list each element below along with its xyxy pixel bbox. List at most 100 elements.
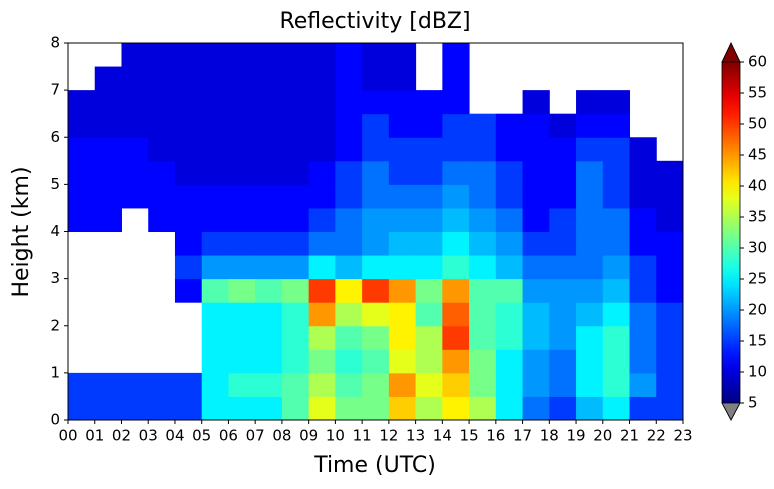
heatmap-cell [442, 255, 470, 280]
heatmap-cell [415, 372, 443, 397]
x-tick-label: 19 [566, 427, 585, 445]
heatmap-cell [148, 372, 176, 397]
heatmap-cell [148, 43, 176, 68]
heatmap-cell [602, 113, 631, 138]
heatmap-cell [228, 90, 256, 115]
heatmap-cell [362, 137, 390, 162]
x-axis-label: Time (UTC) [313, 453, 436, 478]
heatmap-cell [576, 372, 604, 397]
heatmap-cell [602, 231, 631, 256]
heatmap-cell [602, 90, 631, 115]
x-tick-label: 02 [112, 427, 131, 445]
heatmap-cell [629, 396, 657, 421]
heatmap-cell [255, 66, 283, 91]
heatmap-cell [201, 349, 229, 374]
heatmap-cell [442, 372, 470, 397]
heatmap-cell [308, 396, 336, 421]
heatmap-cell [121, 160, 149, 185]
heatmap-cell [495, 184, 524, 209]
heatmap-cell [362, 325, 390, 350]
heatmap-cell [68, 372, 96, 397]
heatmap-cell [469, 372, 497, 397]
heatmap-cell [442, 137, 470, 162]
heatmap-cell [255, 43, 283, 68]
heatmap-cell [308, 278, 336, 303]
heatmap-cell [255, 349, 283, 374]
heatmap-cell [495, 255, 524, 280]
heatmap-cell [388, 137, 417, 162]
heatmap-cell [255, 160, 283, 185]
heatmap-cell [228, 372, 256, 397]
heatmap-cell [94, 66, 122, 91]
heatmap-cell [255, 396, 283, 421]
heatmap-cell [174, 255, 203, 280]
heatmap-cell [94, 184, 122, 209]
heatmap-cell [94, 160, 122, 185]
heatmap-cell [388, 66, 417, 91]
heatmap-cell [121, 184, 149, 209]
heatmap-cell [281, 137, 310, 162]
heatmap-cell [549, 184, 577, 209]
colorbar-tick-label: 55 [748, 84, 767, 102]
heatmap-cell [469, 302, 497, 327]
heatmap-cell [255, 137, 283, 162]
heatmap-cell [201, 278, 229, 303]
heatmap-cell [495, 349, 524, 374]
heatmap-cell [602, 396, 631, 421]
heatmap-cell [255, 302, 283, 327]
heatmap-cell [656, 160, 684, 185]
heatmap-cell [549, 372, 577, 397]
y-axis-label: Height (km) [9, 166, 34, 297]
heatmap-cell [174, 90, 203, 115]
heatmap-cell [602, 137, 631, 162]
heatmap-cell [308, 113, 336, 138]
heatmap-cell [308, 137, 336, 162]
x-tick-label: 03 [139, 427, 158, 445]
heatmap-cell [415, 160, 443, 185]
heatmap-cell [442, 160, 470, 185]
heatmap-cell [335, 66, 363, 91]
heatmap-cell [255, 231, 283, 256]
heatmap-cell [362, 207, 390, 232]
heatmap-cell [629, 372, 657, 397]
heatmap-cell [308, 43, 336, 68]
heatmap-cell [201, 325, 229, 350]
x-tick-label: 20 [593, 427, 612, 445]
heatmap-cell [308, 160, 336, 185]
colorbar-tick-label: 25 [748, 270, 767, 288]
heatmap-cell [335, 278, 363, 303]
heatmap-cell [174, 137, 203, 162]
x-tick-label: 17 [513, 427, 532, 445]
heatmap-cell [148, 184, 176, 209]
heatmap-cell [522, 90, 550, 115]
y-tick-label: 5 [50, 175, 60, 193]
heatmap-cell [121, 372, 149, 397]
heatmap-cell [629, 325, 657, 350]
heatmap-cell [388, 255, 417, 280]
heatmap-cell [148, 90, 176, 115]
heatmap-cell [281, 43, 310, 68]
heatmap-cell [522, 396, 550, 421]
heatmap-cell [629, 278, 657, 303]
heatmap-cell [68, 113, 96, 138]
heatmap-cell [549, 302, 577, 327]
heatmap-cell [388, 372, 417, 397]
heatmap-cell [576, 113, 604, 138]
colorbar-tick-label: 20 [748, 301, 767, 319]
heatmap-cell [549, 137, 577, 162]
heatmap-cell [335, 90, 363, 115]
heatmap-cell [495, 231, 524, 256]
heatmap-cell [495, 137, 524, 162]
x-tick-label: 15 [460, 427, 479, 445]
heatmap-cell [362, 302, 390, 327]
y-tick-label: 7 [50, 81, 60, 99]
colorbar-tick-label: 35 [748, 208, 767, 226]
heatmap-cell [495, 113, 524, 138]
x-tick-label: 07 [246, 427, 265, 445]
heatmap-cell [362, 66, 390, 91]
heatmap-cell [495, 372, 524, 397]
x-tick-label: 05 [192, 427, 211, 445]
heatmap-cell [281, 325, 310, 350]
heatmap-cell [228, 278, 256, 303]
